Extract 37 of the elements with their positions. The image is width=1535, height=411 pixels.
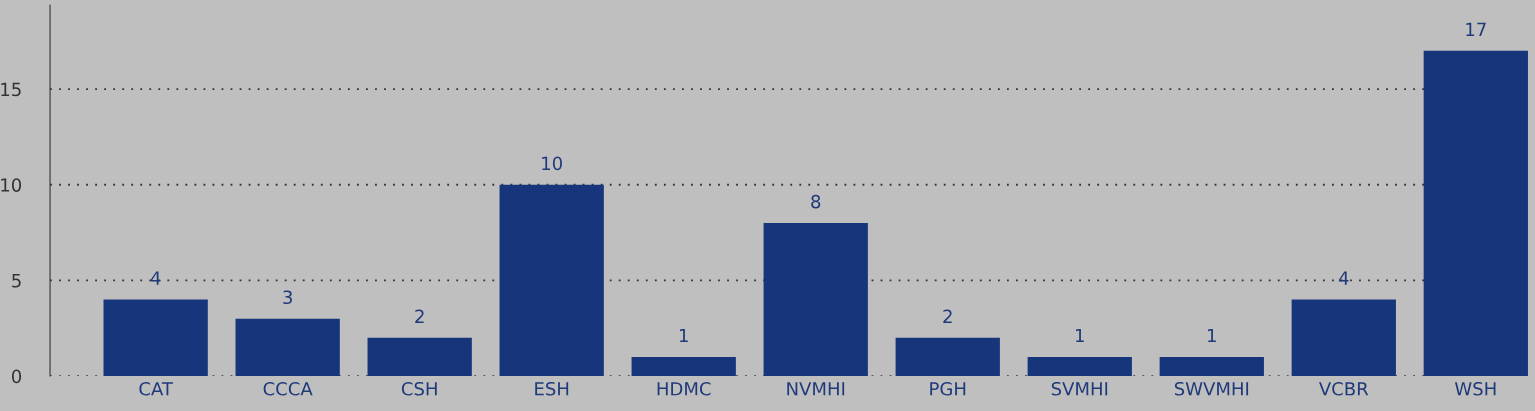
y-tick-label: 5	[12, 274, 21, 288]
bar	[763, 223, 868, 377]
data-label: 2	[415, 309, 424, 323]
x-tick-label: NVMHI	[787, 382, 845, 396]
y-tick-label: 0	[11, 369, 22, 384]
data-label: 1	[1208, 328, 1216, 343]
data-label: 17	[1466, 22, 1486, 36]
bar	[1291, 299, 1396, 377]
x-tick-label: CCCA	[263, 381, 313, 396]
x-tick-label: ESH	[535, 381, 569, 396]
x-tick-label: HDMC	[657, 381, 711, 396]
x-tick-label: WSH	[1454, 381, 1496, 396]
y-tick-label: 10	[1, 178, 22, 192]
bar	[367, 337, 472, 377]
data-label: 4	[1338, 271, 1349, 285]
bar	[631, 356, 736, 377]
x-tick-label: SWVMHI	[1174, 381, 1249, 396]
bar	[895, 337, 1000, 377]
data-label: 2	[943, 309, 952, 323]
bar	[1027, 356, 1132, 377]
x-tick-label: SVMHI	[1051, 381, 1108, 396]
data-label: 3	[283, 290, 292, 305]
data-label: 10	[542, 156, 562, 171]
bar	[499, 184, 604, 377]
data-label: 1	[679, 328, 688, 343]
x-tick-label: PGH	[930, 381, 966, 396]
x-tick-label: CAT	[139, 381, 173, 396]
bar	[1423, 50, 1528, 377]
bar	[235, 318, 340, 377]
bar	[103, 299, 208, 377]
x-tick-label: CSH	[401, 381, 437, 396]
data-label: 4	[150, 271, 161, 285]
data-label: 1	[1076, 328, 1084, 343]
data-label: 8	[811, 194, 821, 209]
x-tick-label: VCBR	[1318, 381, 1369, 396]
y-tick-label: 15	[1, 82, 21, 97]
bar	[1159, 356, 1264, 377]
